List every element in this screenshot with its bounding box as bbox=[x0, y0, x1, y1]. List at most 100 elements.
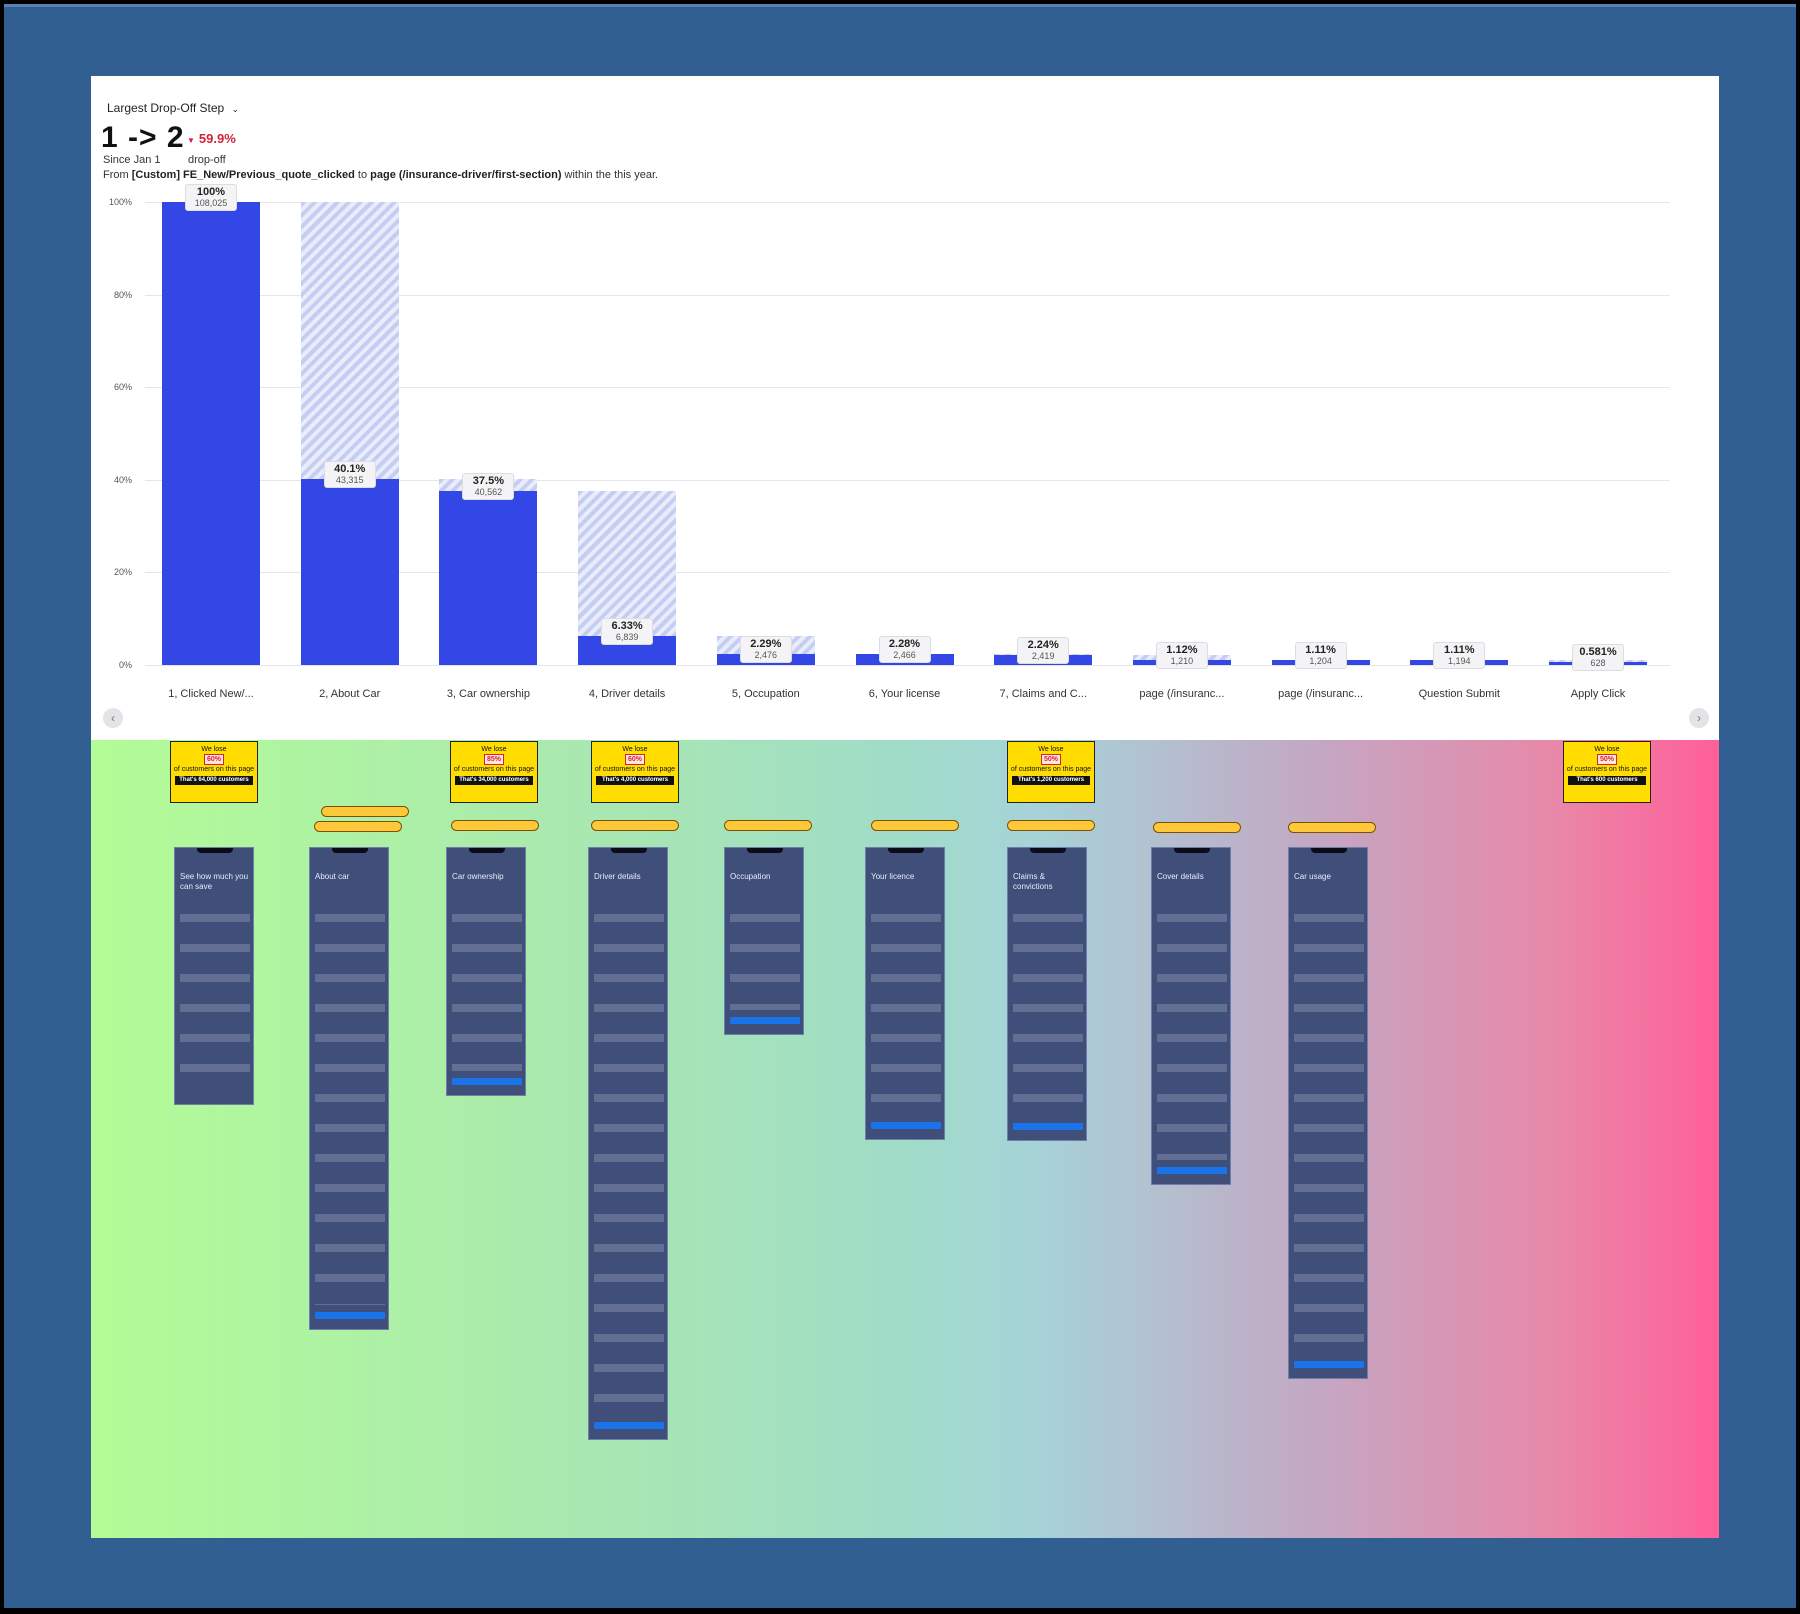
chart-prev-button[interactable]: ‹ bbox=[103, 708, 123, 728]
phone-screen: Occupation bbox=[724, 847, 804, 1035]
url-tag bbox=[1007, 820, 1095, 831]
data-label: 2.24% 2,419 bbox=[1017, 636, 1070, 664]
data-label: 100% 108,025 bbox=[185, 184, 237, 211]
data-label-percent: 1.11% bbox=[1444, 643, 1475, 656]
continue-button[interactable] bbox=[1157, 1167, 1227, 1174]
screen-title: About car bbox=[315, 872, 350, 881]
data-label-count: 628 bbox=[1590, 658, 1606, 669]
screen-title: See how much you can save bbox=[180, 872, 249, 891]
x-tick-label: 5, Occupation bbox=[731, 688, 800, 700]
x-tick-label: 7, Claims and C... bbox=[999, 688, 1087, 700]
chevron-right-icon: › bbox=[1697, 711, 1701, 725]
y-tick-label: 100% bbox=[108, 197, 132, 207]
gridline bbox=[145, 665, 1670, 666]
url-tag bbox=[724, 820, 812, 831]
continue-button[interactable] bbox=[1013, 1123, 1083, 1130]
dropoff-percent: ▼ 59.9% bbox=[187, 131, 236, 146]
continue-button[interactable] bbox=[452, 1078, 522, 1085]
chevron-down-icon: ⌄ bbox=[231, 104, 240, 114]
note-total: That's 600 customers bbox=[1568, 776, 1646, 785]
data-label-count: 43,315 bbox=[335, 475, 364, 486]
data-label-percent: 2.24% bbox=[1027, 638, 1059, 651]
phone-notch bbox=[1030, 848, 1066, 853]
continue-button[interactable] bbox=[1294, 1361, 1364, 1368]
data-label: 40.1% 43,315 bbox=[323, 461, 376, 489]
phone-notch bbox=[469, 848, 505, 853]
dropoff-percent-value: 59.9% bbox=[198, 131, 236, 146]
note-we-lose: We lose bbox=[622, 746, 648, 753]
note-percent: 50% bbox=[1596, 754, 1617, 765]
note-of-customers: of customers on this page bbox=[1566, 766, 1648, 773]
conversion-bar[interactable] bbox=[439, 491, 538, 665]
continue-button[interactable] bbox=[594, 1422, 664, 1429]
form-fields bbox=[1157, 904, 1227, 1160]
dropoff-note: We lose 60% of customers on this page That'… bbox=[591, 741, 679, 803]
note-we-lose: We lose bbox=[201, 746, 227, 753]
phone-notch bbox=[888, 848, 924, 853]
data-label: 0.581% 628 bbox=[1572, 644, 1624, 672]
url-tag bbox=[451, 820, 539, 831]
x-tick-label: 1, Clicked New/... bbox=[168, 688, 254, 700]
x-tick-label: 6, Your license bbox=[868, 688, 941, 700]
screen-title: Driver details bbox=[594, 872, 641, 881]
screen-title: Claims & convictions bbox=[1013, 872, 1053, 891]
data-label: 1.11% 1,194 bbox=[1433, 641, 1486, 669]
dropoff-note: We lose 60% of customers on this page That'… bbox=[170, 741, 258, 803]
from-prefix: From bbox=[103, 169, 132, 181]
data-label-percent: 6.33% bbox=[611, 619, 643, 632]
conversion-bar[interactable] bbox=[162, 202, 260, 665]
form-fields bbox=[180, 904, 250, 1080]
x-tick-label: page (/insuranc... bbox=[1278, 688, 1364, 700]
data-label: 6.33% 6,839 bbox=[601, 617, 654, 645]
from-suffix: within the this year. bbox=[561, 169, 659, 181]
dropoff-note: We lose 85% of customers on this page That'… bbox=[450, 741, 538, 803]
dropoff-note: We lose 50% of customers on this page That'… bbox=[1563, 741, 1651, 803]
phone-screen: Your licence bbox=[865, 847, 945, 1140]
phone-screen: Driver details bbox=[588, 847, 668, 1440]
x-tick-label: Apply Click bbox=[1570, 688, 1626, 700]
data-label-count: 1,204 bbox=[1309, 655, 1332, 666]
note-total: That's 1,200 customers bbox=[1012, 776, 1090, 785]
data-label-count: 1,210 bbox=[1170, 655, 1194, 666]
data-label: 1.11% 1,204 bbox=[1294, 641, 1347, 669]
y-tick-label: 20% bbox=[113, 567, 132, 578]
selector-label: Largest Drop-Off Step bbox=[107, 101, 225, 115]
phone-notch bbox=[1174, 848, 1210, 853]
form-fields bbox=[730, 904, 800, 1010]
screen-title: Car ownership bbox=[452, 872, 504, 881]
data-label-count: 108,025 bbox=[194, 198, 228, 208]
phone-screen: Car usage bbox=[1288, 847, 1368, 1379]
screen-title: Cover details bbox=[1157, 872, 1204, 881]
data-label-percent: 0.581% bbox=[1579, 646, 1617, 659]
phone-notch bbox=[1311, 848, 1347, 853]
url-tag bbox=[591, 820, 679, 831]
y-tick-label: 40% bbox=[113, 474, 132, 485]
phone-notch bbox=[332, 848, 368, 853]
data-label-percent: 2.28% bbox=[888, 638, 921, 651]
x-tick-label: 4, Driver details bbox=[588, 688, 666, 700]
chart-next-button[interactable]: › bbox=[1689, 708, 1709, 728]
conversion-bar[interactable] bbox=[300, 479, 399, 665]
url-tag bbox=[321, 806, 409, 817]
x-tick-label: page (/insuranc... bbox=[1139, 688, 1225, 700]
x-tick-label: 2, About Car bbox=[319, 688, 381, 700]
data-label-count: 1,194 bbox=[1448, 655, 1471, 666]
dropoff-step-selector[interactable]: Largest Drop-Off Step ⌄ bbox=[107, 101, 239, 115]
phone-notch bbox=[197, 848, 233, 853]
note-of-customers: of customers on this page bbox=[1010, 766, 1092, 773]
note-percent: 60% bbox=[624, 754, 645, 765]
form-fields bbox=[594, 904, 664, 1415]
note-percent: 60% bbox=[203, 754, 224, 765]
note-total: That's 4,000 customers bbox=[596, 776, 674, 785]
gridline bbox=[145, 572, 1670, 574]
data-label-count: 2,466 bbox=[893, 650, 916, 661]
data-label-count: 40,562 bbox=[474, 487, 503, 498]
continue-button[interactable] bbox=[315, 1312, 385, 1319]
continue-button[interactable] bbox=[730, 1017, 800, 1024]
phone-screen: About car bbox=[309, 847, 389, 1330]
screen-title: Car usage bbox=[1294, 872, 1331, 881]
data-label-percent: 1.11% bbox=[1305, 643, 1336, 656]
dropoff-label: drop-off bbox=[188, 154, 226, 166]
continue-button[interactable] bbox=[871, 1122, 941, 1129]
from-page: page (/insurance-driver/first-section) bbox=[370, 169, 562, 181]
